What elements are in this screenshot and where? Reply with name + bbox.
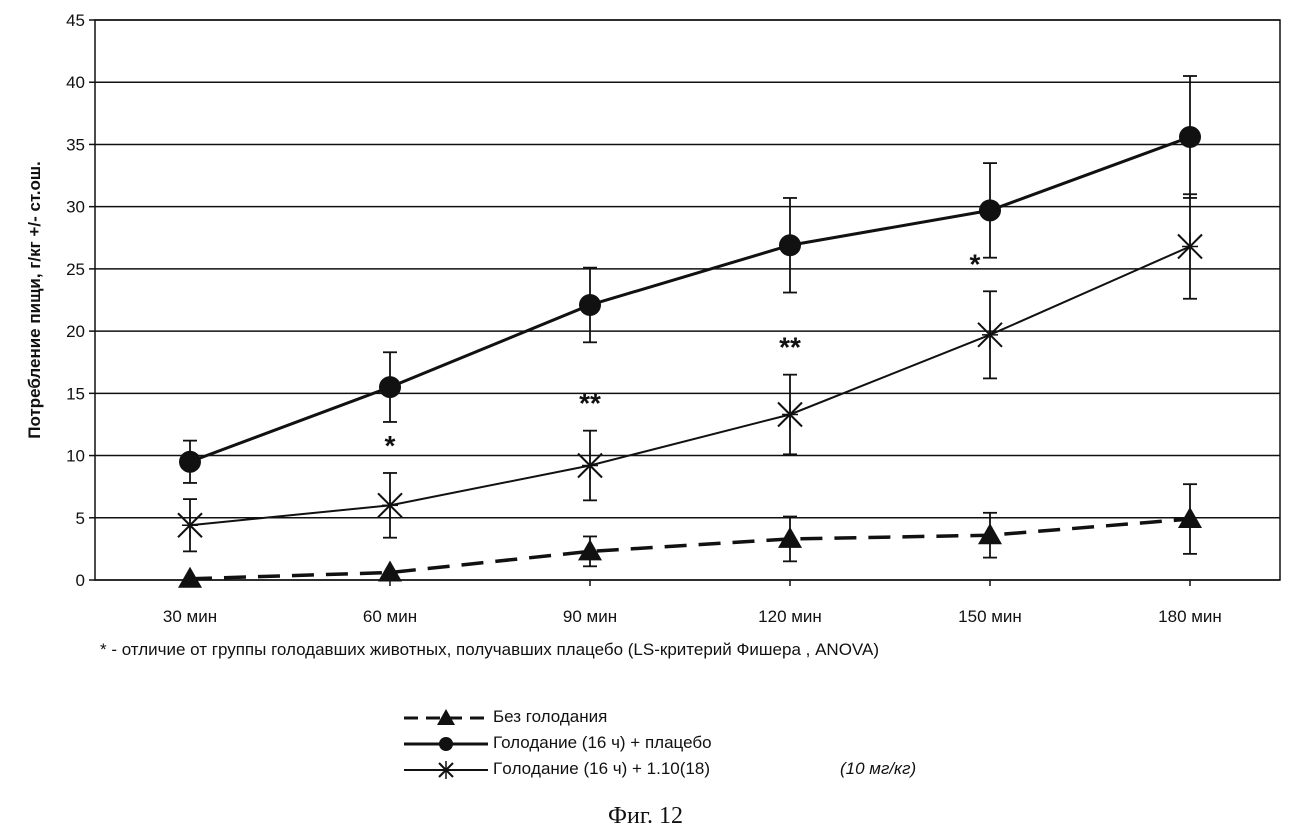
data-point [379, 376, 401, 398]
y-tick-label: 25 [66, 260, 85, 279]
series-2 [178, 194, 1202, 551]
y-tick-label: 20 [66, 322, 85, 341]
series-0 [178, 484, 1202, 588]
significance-note: * - отличие от группы голодавших животны… [100, 640, 879, 660]
data-point [778, 400, 802, 428]
x-tick-label: 120 мин [758, 607, 822, 626]
significance-markers: ******* [185, 248, 981, 487]
y-tick-label: 35 [66, 135, 85, 154]
legend-label: Голодание (16 ч) + плацебо [493, 733, 712, 753]
data-point [778, 527, 802, 548]
y-tick-label: 10 [66, 447, 85, 466]
x-axis: 30 мин 60 мин 90 мин 120 мин 150 мин 180 мин [163, 580, 1222, 626]
y-axis: 0 5 10 15 20 25 30 35 40 45 [66, 11, 95, 590]
y-tick-label: 0 [76, 571, 85, 590]
data-point [578, 452, 602, 480]
x-star-marker-icon [400, 757, 492, 783]
series-line [190, 137, 1190, 462]
significance-star: * [185, 456, 196, 487]
data-point [978, 321, 1002, 349]
significance-star: * [385, 430, 396, 461]
data-point [779, 234, 801, 256]
x-tick-label: 60 мин [363, 607, 417, 626]
y-tick-label: 5 [76, 509, 85, 528]
data-point [1178, 232, 1202, 260]
y-tick-label: 45 [66, 11, 85, 30]
grid [95, 20, 1280, 580]
series-line [190, 246, 1190, 525]
significance-star: * [970, 248, 981, 279]
x-tick-label: 30 мин [163, 607, 217, 626]
circle-marker-icon [400, 731, 492, 757]
x-tick-label: 90 мин [563, 607, 617, 626]
x-tick-label: 150 мин [958, 607, 1022, 626]
x-tick-label: 180 мин [1158, 607, 1222, 626]
data-point [1179, 126, 1201, 148]
y-tick-label: 30 [66, 198, 85, 217]
y-tick-label: 15 [66, 384, 85, 403]
y-axis-label: Потребление пищи, г/кг +/- ст.ош. [25, 161, 44, 439]
plot-area [95, 20, 1280, 580]
series-line [190, 519, 1190, 579]
y-tick-label: 40 [66, 73, 85, 92]
series-1 [179, 76, 1201, 483]
series [178, 76, 1202, 588]
data-point [979, 199, 1001, 221]
significance-star: ** [779, 332, 801, 363]
chart: 0 5 10 15 20 25 30 35 40 45 30 мин 60 мин 90 мин 120… [0, 0, 1291, 700]
legend-label: Без голодания [493, 707, 607, 727]
significance-star: ** [579, 388, 601, 419]
legend-dose-note: (10 мг/кг) [840, 759, 916, 779]
legend-label: Гoлoдание (16 ч) + 1.10(18) [493, 759, 710, 779]
data-point [579, 294, 601, 316]
triangle-marker-icon [400, 705, 492, 731]
figure-caption: Фиг. 12 [0, 803, 1291, 830]
